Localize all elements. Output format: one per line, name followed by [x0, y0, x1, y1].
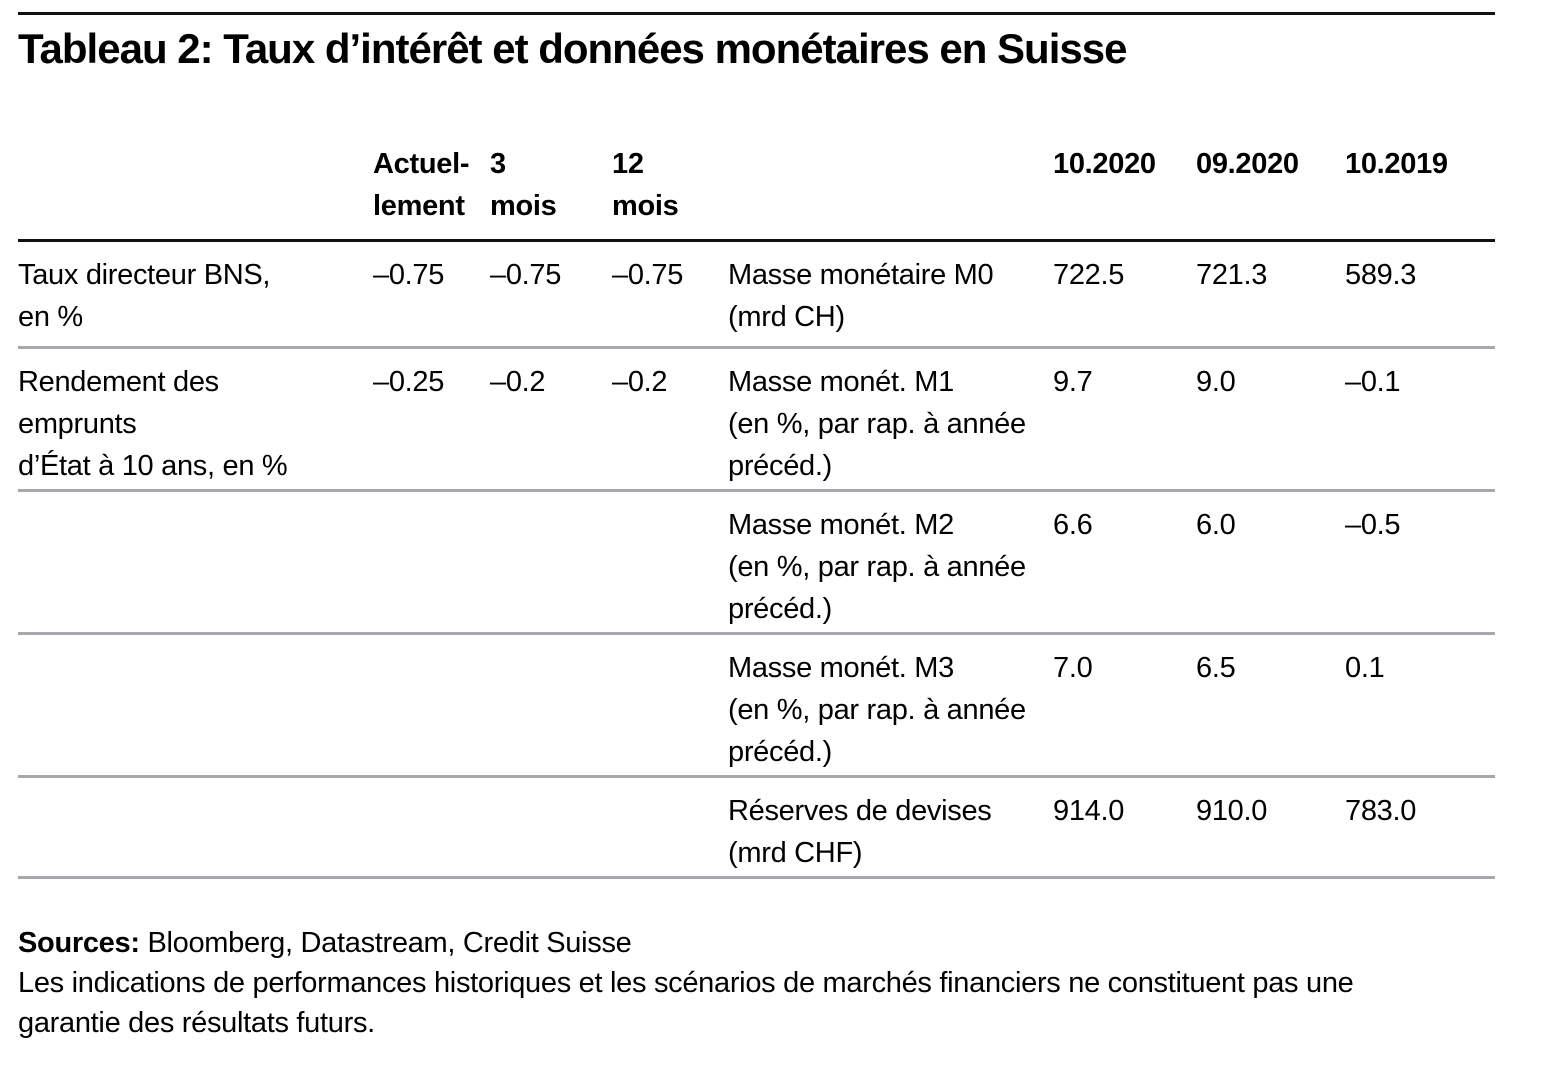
right-label-cell: Masse monétaire M0 (mrd CH)	[728, 259, 994, 333]
value-cell-10-2020: 6.6	[1053, 509, 1093, 541]
value-cell-10-2020: 722.5	[1053, 259, 1125, 291]
header-col-10-2019: 10.2019	[1345, 148, 1448, 180]
value-cell-3m: –0.2	[490, 366, 546, 398]
value-cell-10-2020: 914.0	[1053, 795, 1125, 827]
right-label-cell: Masse monét. M3 (en %, par rap. à année …	[728, 652, 1026, 768]
table-row: Rendement des emprunts d’État à 10 ans, …	[18, 349, 1495, 492]
value-cell-10-2019: 783.0	[1345, 795, 1417, 827]
value-cell-09-2020: 721.3	[1196, 259, 1268, 291]
table-row: Réserves de devises (mrd CHF) 914.0 910.…	[18, 778, 1495, 879]
value-cell-09-2020: 6.5	[1196, 652, 1236, 684]
value-cell-10-2019: 589.3	[1345, 259, 1417, 291]
value-cell-09-2020: 9.0	[1196, 366, 1236, 398]
sources-line: Sources: Bloomberg, Datastream, Credit S…	[18, 923, 1495, 963]
document-page: Tableau 2: Taux d’intérêt et données mon…	[0, 12, 1542, 1065]
value-cell-09-2020: 6.0	[1196, 509, 1236, 541]
table-footer: Sources: Bloomberg, Datastream, Credit S…	[18, 923, 1495, 1043]
left-label-cell: Rendement des emprunts d’État à 10 ans, …	[18, 366, 288, 482]
value-cell-3m: –0.75	[490, 259, 562, 291]
left-label-cell: Taux directeur BNS, en %	[18, 259, 271, 333]
header-col-10-2020: 10.2020	[1053, 148, 1156, 180]
value-cell-10-2020: 9.7	[1053, 366, 1093, 398]
right-label-cell: Réserves de devises (mrd CHF)	[728, 795, 992, 869]
header-col-09-2020: 09.2020	[1196, 148, 1299, 180]
value-cell-10-2020: 7.0	[1053, 652, 1093, 684]
page-title: Tableau 2: Taux d’intérêt et données mon…	[18, 25, 1127, 72]
value-cell-09-2020: 910.0	[1196, 795, 1268, 827]
value-cell-10-2019: –0.1	[1345, 366, 1401, 398]
table-header-row: Actuel- lement 3 mois 12 mois 10.2020 09…	[18, 143, 1495, 242]
header-col-actuellement: Actuel- lement	[373, 148, 470, 222]
value-cell-current: –0.25	[373, 366, 445, 398]
value-cell-10-2019: –0.5	[1345, 509, 1401, 541]
table-row: Taux directeur BNS, en % –0.75 –0.75 –0.…	[18, 242, 1495, 349]
table-row: Masse monét. M2 (en %, par rap. à année …	[18, 492, 1495, 635]
sources-value: Bloomberg, Datastream, Credit Suisse	[139, 927, 632, 959]
right-label-cell: Masse monét. M1 (en %, par rap. à année …	[728, 366, 1026, 482]
table-row: Masse monét. M3 (en %, par rap. à année …	[18, 635, 1495, 778]
disclaimer-text: Les indications de performances historiq…	[18, 967, 1354, 1039]
header-col-3-mois: 3 mois	[490, 148, 557, 222]
header-col-12-mois: 12 mois	[612, 148, 679, 222]
sources-label: Sources:	[18, 927, 140, 959]
value-cell-12m: –0.2	[612, 366, 668, 398]
value-cell-12m: –0.75	[612, 259, 684, 291]
right-label-cell: Masse monét. M2 (en %, par rap. à année …	[728, 509, 1026, 625]
value-cell-current: –0.75	[373, 259, 445, 291]
value-cell-10-2019: 0.1	[1345, 652, 1385, 684]
top-rule	[18, 12, 1495, 15]
monetary-data-table: Actuel- lement 3 mois 12 mois 10.2020 09…	[18, 143, 1495, 879]
